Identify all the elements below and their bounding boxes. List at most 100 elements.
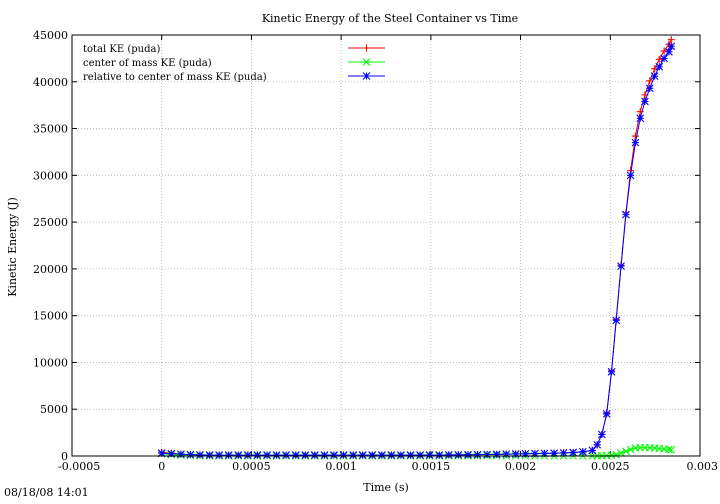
grid: [72, 35, 700, 456]
x-tick-label: 0.0025: [591, 460, 630, 473]
data-point: [310, 451, 319, 459]
data-point: [660, 47, 668, 55]
data-point: [177, 450, 185, 459]
y-tick-label: 35000: [33, 123, 68, 136]
y-tick-label: 20000: [33, 263, 68, 276]
x-tick-label: 0.001: [325, 460, 357, 473]
data-point: [502, 450, 511, 459]
y-tick-label: 25000: [33, 216, 68, 229]
data-point: [397, 451, 405, 459]
data-point: [157, 449, 166, 458]
data-point: [349, 451, 358, 459]
data-point: [243, 451, 252, 459]
data-point: [602, 410, 611, 418]
series-layer: [157, 36, 676, 460]
y-tick-label: 15000: [33, 310, 68, 323]
data-point: [224, 451, 233, 459]
data-point: [645, 84, 654, 93]
data-point: [655, 55, 663, 63]
x-tick-label: -0.0005: [58, 460, 100, 473]
legend-marker: [362, 58, 371, 66]
plot-frame: [71, 34, 701, 457]
data-point: [655, 62, 664, 71]
y-tick-label: 30000: [33, 169, 68, 182]
data-point: [196, 450, 204, 459]
chart-title: Kinetic Energy of the Steel Container vs…: [262, 12, 518, 25]
series-plus: [158, 36, 675, 459]
series-line: [161, 46, 672, 456]
axis-ticks: 0 5000 10000 15000 20000 25000 30000 35000 40000…: [33, 29, 718, 473]
data-point: [253, 451, 262, 459]
data-point: [473, 450, 482, 459]
data-point: [626, 445, 635, 454]
data-point: [660, 54, 669, 63]
data-point: [483, 450, 491, 459]
data-point: [301, 451, 310, 459]
data-point: [387, 451, 396, 459]
x-tick-label: 0: [158, 460, 165, 473]
data-point: [540, 449, 549, 458]
data-point: [425, 451, 434, 459]
data-point: [569, 448, 578, 457]
data-point: [612, 316, 621, 325]
data-point: [531, 449, 539, 458]
y-tick-label: 5000: [40, 403, 68, 416]
legend-label: center of mass KE (puda): [83, 58, 212, 69]
data-point: [578, 447, 587, 456]
data-point: [667, 446, 676, 454]
data-point: [667, 42, 676, 51]
y-tick-label: 40000: [33, 76, 68, 89]
data-point: [641, 97, 649, 106]
data-point: [186, 450, 195, 459]
data-point: [435, 451, 444, 459]
timestamp: 08/18/08 14:01: [4, 486, 89, 499]
data-point: [406, 451, 415, 459]
data-point: [665, 47, 673, 56]
series-line: [161, 39, 672, 456]
data-point: [339, 451, 348, 459]
x-axis-label: Time (s): [363, 481, 409, 494]
data-point: [607, 367, 616, 376]
data-point: [588, 446, 597, 455]
data-point: [612, 450, 621, 459]
data-point: [492, 450, 501, 459]
data-point: [665, 445, 673, 454]
data-point: [368, 451, 377, 459]
data-point: [646, 77, 654, 85]
legend-marker: [363, 44, 370, 52]
data-point: [377, 451, 386, 459]
data-point: [617, 262, 625, 270]
data-point: [272, 451, 281, 459]
x-tick-label: 0.003: [687, 460, 719, 473]
data-point: [559, 449, 568, 457]
data-point: [330, 451, 338, 459]
series-star: [157, 42, 676, 459]
data-point: [622, 447, 630, 456]
x-tick-label: 0.0015: [412, 460, 451, 473]
data-point: [631, 138, 640, 147]
data-point: [667, 36, 675, 44]
data-point: [215, 451, 224, 459]
data-point: [205, 451, 214, 459]
data-point: [626, 171, 635, 180]
y-tick-label: 45000: [33, 29, 68, 42]
data-point: [454, 450, 463, 459]
data-point: [650, 72, 659, 81]
legend-marker: [362, 72, 371, 80]
data-point: [282, 451, 290, 459]
data-point: [521, 449, 530, 458]
y-axis-label: Kinetic Energy (J): [6, 197, 19, 297]
data-point: [597, 430, 606, 439]
data-point: [444, 450, 453, 459]
data-point: [593, 440, 602, 449]
y-tick-label: 0: [61, 450, 68, 463]
data-point: [636, 108, 644, 116]
x-tick-label: 0.002: [505, 460, 537, 473]
data-point: [636, 114, 645, 123]
data-point: [416, 451, 424, 459]
data-point: [622, 210, 630, 219]
data-point: [550, 449, 559, 458]
data-point: [358, 451, 367, 459]
legend-label: total KE (puda): [83, 44, 160, 55]
